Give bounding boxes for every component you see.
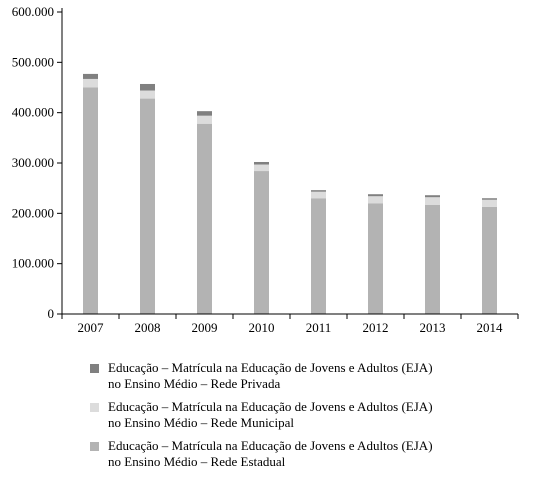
bar-chart: 0 100.000 200.000 300.000 400.000 500.000 600.… bbox=[12, 4, 519, 335]
bar-segment-2007-series-2 bbox=[83, 73, 98, 79]
legend-swatch-rede-privada bbox=[90, 364, 99, 373]
bar-segment-2011-series-0 bbox=[311, 198, 326, 314]
bar-segment-2009-series-1 bbox=[197, 115, 212, 124]
bar-segment-2014-series-0 bbox=[482, 206, 497, 314]
x-tick-label: 2011 bbox=[306, 320, 332, 335]
legend-item-rede-privada: Educação – Matrícula na Educação de Jove… bbox=[90, 360, 520, 392]
bar-segment-2012-series-2 bbox=[368, 194, 383, 197]
x-tick-label: 2013 bbox=[420, 320, 446, 335]
bar-segment-2011-series-2 bbox=[311, 190, 326, 192]
bar-segment-2012-series-0 bbox=[368, 203, 383, 314]
y-tick-label: 600.000 bbox=[12, 4, 54, 19]
bar-segment-2009-series-2 bbox=[197, 111, 212, 116]
x-tick-label: 2010 bbox=[249, 320, 275, 335]
x-tick-label: 2012 bbox=[363, 320, 389, 335]
legend-swatch-rede-municipal bbox=[90, 403, 99, 412]
y-axis-ticks: 0 100.000 200.000 300.000 400.000 500.000 600.… bbox=[12, 4, 62, 321]
y-tick-label: 100.000 bbox=[12, 256, 54, 271]
bar-segment-2008-series-0 bbox=[140, 98, 155, 314]
bars bbox=[83, 73, 497, 315]
legend-item-rede-municipal: Educação – Matrícula na Educação de Jove… bbox=[90, 399, 520, 431]
bar-segment-2013-series-1 bbox=[425, 197, 440, 205]
legend-swatch-rede-estadual bbox=[90, 442, 99, 451]
x-tick-label: 2008 bbox=[135, 320, 161, 335]
bar-segment-2014-series-1 bbox=[482, 199, 497, 207]
x-axis-ticks: 2007 2008 2009 2010 2011 2012 2013 2014 bbox=[61, 314, 519, 335]
x-tick-label: 2007 bbox=[78, 320, 105, 335]
bar-segment-2008-series-2 bbox=[140, 83, 155, 91]
legend-item-rede-estadual: Educação – Matrícula na Educação de Jove… bbox=[90, 438, 520, 470]
y-tick-label: 0 bbox=[48, 306, 55, 321]
legend-label-line-2: no Ensino Médio – Rede Privada bbox=[108, 376, 281, 391]
bar-segment-2007-series-0 bbox=[83, 87, 98, 314]
y-tick-label: 500.000 bbox=[12, 54, 54, 69]
bar-segment-2010-series-1 bbox=[254, 164, 269, 172]
y-tick-label: 400.000 bbox=[12, 105, 54, 120]
x-tick-label: 2014 bbox=[477, 320, 504, 335]
bar-segment-2013-series-2 bbox=[425, 195, 440, 198]
y-tick-label: 200.000 bbox=[12, 205, 54, 220]
legend-label-line-1: Educação – Matrícula na Educação de Jove… bbox=[108, 399, 433, 414]
legend-label-line-2: no Ensino Médio – Rede Municipal bbox=[108, 415, 294, 430]
bar-segment-2009-series-0 bbox=[197, 123, 212, 315]
legend-label-line-1: Educação – Matrícula na Educação de Jove… bbox=[108, 438, 433, 453]
bar-segment-2014-series-2 bbox=[482, 198, 497, 200]
bar-segment-2008-series-1 bbox=[140, 90, 155, 99]
legend: Educação – Matrícula na Educação de Jove… bbox=[90, 360, 520, 477]
bar-segment-2010-series-0 bbox=[254, 171, 269, 314]
bar-segment-2007-series-1 bbox=[83, 78, 98, 88]
legend-label-line-1: Educação – Matrícula na Educação de Jove… bbox=[108, 360, 433, 375]
x-tick-label: 2009 bbox=[192, 320, 218, 335]
bar-segment-2011-series-1 bbox=[311, 191, 326, 199]
bar-segment-2013-series-0 bbox=[425, 204, 440, 314]
y-tick-label: 300.000 bbox=[12, 155, 54, 170]
legend-label-line-2: no Ensino Médio – Rede Estadual bbox=[108, 454, 286, 469]
bar-segment-2012-series-1 bbox=[368, 196, 383, 204]
bar-segment-2010-series-2 bbox=[254, 161, 269, 165]
